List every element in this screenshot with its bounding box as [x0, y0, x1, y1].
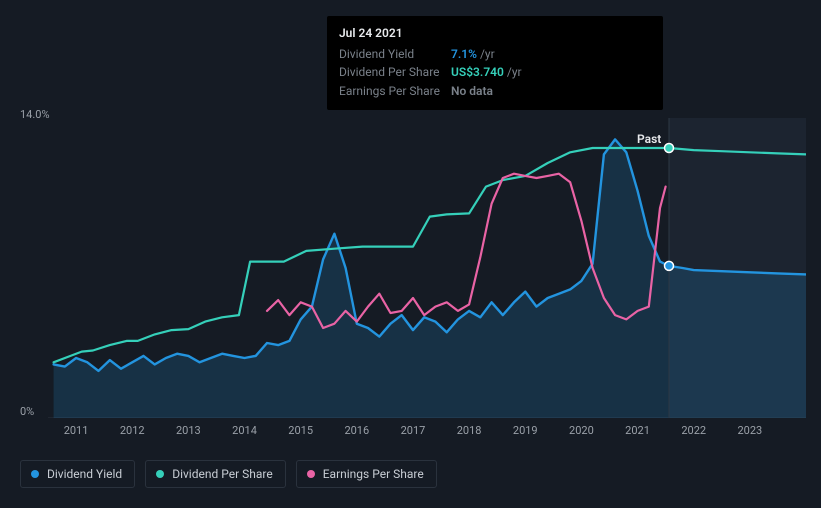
chart-container: 14.0% 0% — [20, 108, 806, 420]
tooltip-row: Dividend Yield7.1%/yr — [339, 45, 651, 64]
tooltip-row-value: No data — [451, 82, 493, 101]
legend-item[interactable]: Earnings Per Share — [296, 460, 437, 488]
y-axis-max: 14.0% — [20, 108, 50, 121]
legend-label: Earnings Per Share — [323, 467, 424, 481]
tooltip-row-unit: /yr — [507, 63, 522, 82]
x-tick: 2022 — [681, 424, 706, 437]
tooltip-row: Dividend Per ShareUS$3.740/yr — [339, 63, 651, 82]
chart-legend: Dividend Yield Dividend Per Share Earnings… — [20, 460, 437, 488]
x-tick: 2015 — [288, 424, 313, 437]
x-tick: 2021 — [625, 424, 650, 437]
x-axis: 2011 2012 2013 2014 2015 2016 2017 2018 2019 2020… — [48, 424, 808, 440]
x-tick: 2011 — [64, 424, 89, 437]
tooltip-row-value: US$3.740 — [451, 63, 504, 82]
legend-dot-icon — [156, 470, 164, 478]
legend-label: Dividend Per Share — [172, 467, 273, 481]
chart-tooltip: Jul 24 2021 Dividend Yield7.1%/yrDividen… — [327, 16, 663, 110]
tooltip-row-label: Dividend Per Share — [339, 63, 451, 82]
tooltip-row-label: Dividend Yield — [339, 45, 451, 64]
legend-dot-icon — [31, 470, 39, 478]
x-tick: 2013 — [176, 424, 201, 437]
x-tick: 2018 — [457, 424, 482, 437]
x-tick: 2023 — [737, 424, 762, 437]
y-axis-min: 0% — [20, 405, 34, 418]
tooltip-row-unit: /yr — [480, 45, 495, 64]
tooltip-row: Earnings Per ShareNo data — [339, 82, 651, 101]
x-tick: 2012 — [120, 424, 145, 437]
x-tick: 2017 — [401, 424, 426, 437]
tooltip-date: Jul 24 2021 — [339, 24, 651, 43]
legend-dot-icon — [307, 470, 315, 478]
dividend_per_share-marker — [664, 144, 673, 153]
tooltip-row-value: 7.1% — [451, 45, 477, 64]
legend-item[interactable]: Dividend Per Share — [145, 460, 286, 488]
legend-label: Dividend Yield — [47, 467, 122, 481]
x-tick: 2019 — [513, 424, 538, 437]
x-tick: 2014 — [232, 424, 257, 437]
legend-item[interactable]: Dividend Yield — [20, 460, 135, 488]
x-tick: 2016 — [344, 424, 369, 437]
tooltip-row-label: Earnings Per Share — [339, 82, 451, 101]
dividend_yield-marker — [664, 261, 673, 270]
chart-plot[interactable] — [48, 118, 806, 418]
x-tick: 2020 — [569, 424, 594, 437]
